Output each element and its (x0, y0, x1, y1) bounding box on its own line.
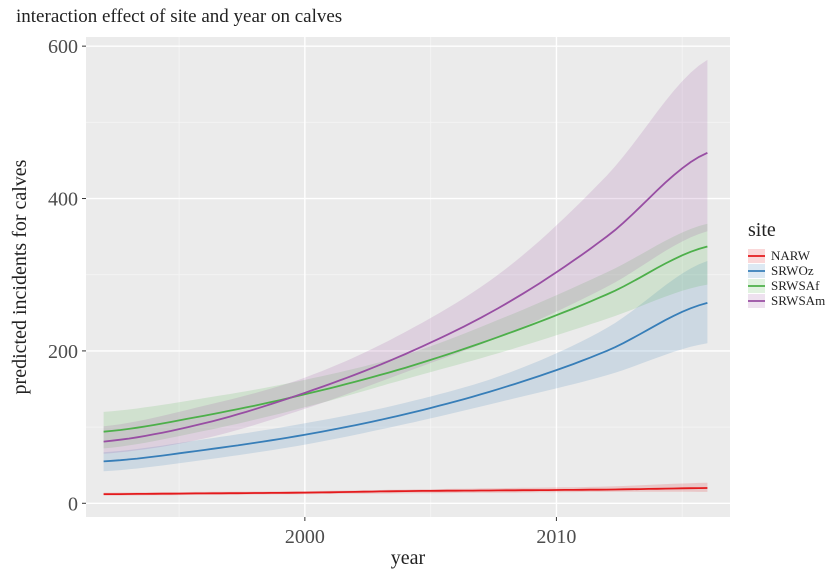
ci-band-srwoz (103, 261, 708, 472)
y-axis-title: predicted incidents for calves (9, 159, 31, 394)
y-tick-label: 200 (48, 341, 78, 363)
ci-band-srwsam (103, 59, 708, 454)
y-tick-label: 400 (48, 189, 78, 211)
legend-label: SRWOz (771, 263, 814, 278)
grid-lines (86, 37, 730, 517)
x-axis: 2000 2010 (285, 517, 576, 548)
legend-item-srwsam: SRWSAm (748, 293, 825, 308)
legend-title: site (748, 219, 776, 241)
series-line-narw (103, 487, 708, 495)
legend-item-srwoz: SRWOz (748, 263, 814, 278)
x-tick-label: 2010 (536, 526, 576, 548)
series-lines (103, 151, 708, 495)
series-line-srwsam (103, 151, 708, 443)
legend-label: SRWSAm (771, 293, 825, 308)
y-axis: 0 200 400 600 (48, 36, 86, 515)
x-axis-title: year (391, 547, 426, 569)
y-tick-label: 0 (68, 493, 78, 515)
series-line-srwsaf (103, 245, 708, 433)
plot-panel (86, 37, 730, 517)
legend-item-srwsaf: SRWSAf (748, 278, 820, 293)
x-tick-label: 2000 (285, 526, 325, 548)
legend-item-narw: NARW (748, 248, 811, 263)
ci-band-srwsaf (103, 223, 708, 449)
legend-label: NARW (771, 248, 811, 263)
chart-title: interaction effect of site and year on c… (16, 6, 343, 27)
y-tick-label: 600 (48, 36, 78, 58)
legend-label: SRWSAf (771, 278, 820, 293)
series-line-srwoz (103, 302, 708, 463)
